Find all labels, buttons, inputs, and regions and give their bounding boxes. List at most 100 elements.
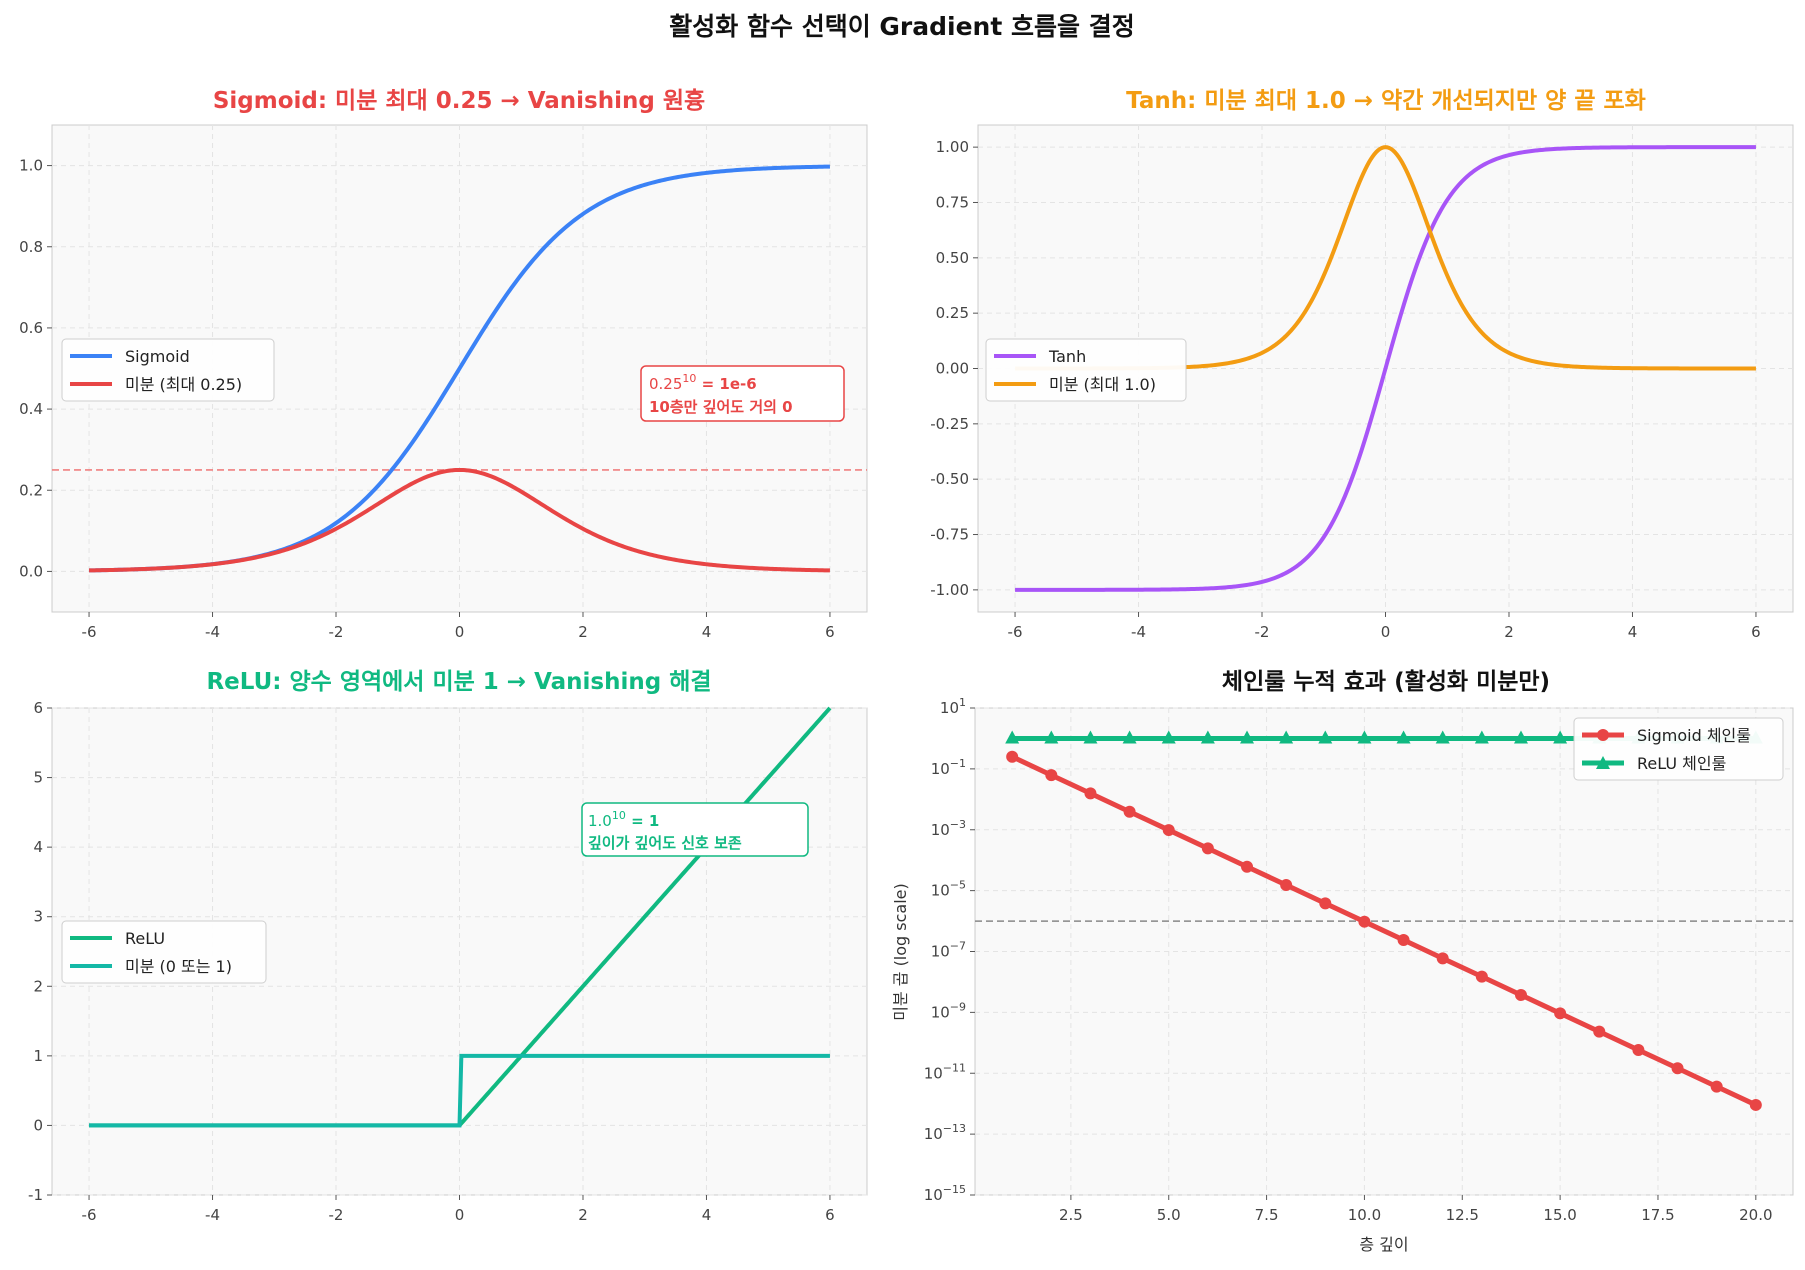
sigmoid-derivative-legend-label: 미분 (최대 0.25) xyxy=(125,375,242,394)
relu-derivative-series-line xyxy=(89,1053,830,1128)
chain-panel: 체인룰 누적 효과 (활성화 미분만) 2.5 5.0 7.5 10.0 12.5 15.… xyxy=(891,669,1794,1254)
tanh-y-tick-label: 1.00 xyxy=(936,138,969,156)
chain-sigmoid-point xyxy=(1710,1080,1723,1093)
chain-sigmoid-legend-marker xyxy=(1597,729,1609,741)
chain-sigmoid-point xyxy=(1162,824,1175,837)
chain-sigmoid-point xyxy=(1280,879,1293,892)
relu-y-tick-label: 0 xyxy=(33,1116,43,1134)
chain-y-tick-base: 10 xyxy=(931,882,950,900)
tanh-y-tick-label: -0.25 xyxy=(930,415,969,433)
chain-y-tick-label: 10−13 xyxy=(924,1122,966,1143)
relu-ticks: -6 -4 -2 0 2 4 6 -1 0 1 2 3 4 5 6 xyxy=(28,699,835,1224)
chain-y-tick-base: 10 xyxy=(924,1186,943,1204)
chain-y-tick-base: 10 xyxy=(931,1003,950,1021)
tanh-y-tick-label: 0.50 xyxy=(936,249,969,267)
chain-x-tick-label: 20.0 xyxy=(1739,1206,1772,1224)
chain-y-tick-label: 10−1 xyxy=(931,757,966,778)
chain-relu-point xyxy=(1200,730,1215,744)
chain-y-tick-label: 10−15 xyxy=(924,1183,966,1204)
chain-relu-point xyxy=(1435,730,1450,744)
relu-y-tick-label: 1 xyxy=(33,1047,43,1065)
relu-annotation-line2: 깊이가 깊어도 신호 보존 xyxy=(588,834,742,852)
chain-relu-point xyxy=(1553,730,1568,744)
chain-sigmoid-point xyxy=(1045,769,1058,782)
chain-relu-point xyxy=(1161,730,1176,744)
relu-annotation-line1: 1.010 = 1 xyxy=(588,809,659,830)
relu-x-tick-label: -4 xyxy=(205,1206,220,1224)
sigmoid-legend-label: Sigmoid xyxy=(125,347,190,366)
chain-sigmoid-point xyxy=(1749,1098,1762,1111)
tanh-y-tick-label: -0.75 xyxy=(930,526,969,544)
chain-y-tick-base: 10 xyxy=(931,943,950,961)
relu-legend: ReLU 미분 (0 또는 1) xyxy=(61,920,267,984)
relu-y-tick-label: 2 xyxy=(33,977,43,995)
chain-y-tick-exponent: −1 xyxy=(950,757,966,770)
tanh-y-tick-label: 0.00 xyxy=(936,360,969,378)
tanh-y-tick-label: 0.25 xyxy=(936,304,969,322)
chain-y-axis-label: 미분 곱 (log scale) xyxy=(891,883,910,1021)
chain-x-tick-label: 7.5 xyxy=(1255,1206,1279,1224)
chain-relu-legend-marker xyxy=(1596,756,1610,769)
relu-x-tick-label: -6 xyxy=(82,1206,97,1224)
tanh-x-tick-label: -4 xyxy=(1131,623,1146,641)
chain-sigmoid-point xyxy=(1671,1062,1684,1075)
tanh-x-tick-label: 6 xyxy=(1751,623,1761,641)
chain-sigmoid-legend-label: Sigmoid 체인룰 xyxy=(1637,726,1751,745)
chain-y-tick-base: 10 xyxy=(931,821,950,839)
relu-x-tick-label: 0 xyxy=(455,1206,465,1224)
chain-sigmoid-point xyxy=(1514,988,1527,1001)
sigmoid-x-tick-label: -4 xyxy=(205,623,220,641)
tanh-legend: Tanh 미분 (최대 1.0) xyxy=(985,338,1187,402)
chain-relu-point xyxy=(1044,730,1059,744)
tanh-ticks: -6 -4 -2 0 2 4 6 -1.00 -0.75 -0.50 -0.25 0.00 0.25 0.… xyxy=(930,138,1761,641)
chain-relu-point xyxy=(1005,730,1020,744)
chain-sigmoid-point xyxy=(1319,897,1332,910)
relu-y-tick-label: 4 xyxy=(33,838,43,856)
chain-sigmoid-point xyxy=(1436,952,1449,965)
figure-suptitle: 활성화 함수 선택이 Gradient 흐름을 결정 xyxy=(669,12,1134,41)
relu-panel-title: ReLU: 양수 영역에서 미분 1 → Vanishing 해결 xyxy=(206,669,711,695)
chain-relu-point xyxy=(1513,730,1528,744)
chain-relu-point xyxy=(1279,730,1294,744)
chain-y-tick-exponent: −9 xyxy=(950,1000,966,1013)
chain-x-tick-label: 15.0 xyxy=(1543,1206,1576,1224)
chain-sigmoid-point xyxy=(1084,787,1097,800)
chain-y-tick-base: 10 xyxy=(924,1125,943,1143)
chain-y-tick-exponent: −13 xyxy=(943,1122,966,1135)
sigmoid-ticks: -6 -4 -2 0 2 4 6 0.0 0.2 0.4 0.6 0.8 1.0 xyxy=(19,157,835,641)
chain-legend-box xyxy=(1573,717,1784,781)
chain-relu-point xyxy=(1083,730,1098,744)
chain-sigmoid-point xyxy=(1475,970,1488,983)
relu-annotation-base: 1.0 xyxy=(588,812,612,830)
relu-legend-label: ReLU xyxy=(125,929,165,948)
chain-x-tick-label: 12.5 xyxy=(1446,1206,1479,1224)
chain-x-tick-label: 2.5 xyxy=(1059,1206,1083,1224)
sigmoid-annotation-line1: 0.2510 = 1e-6 xyxy=(649,372,757,393)
relu-legend-box xyxy=(61,920,267,984)
chain-y-tick-exponent: −15 xyxy=(943,1183,966,1196)
chain-x-axis-label: 층 깊이 xyxy=(1359,1235,1408,1254)
relu-panel: ReLU: 양수 영역에서 미분 1 → Vanishing 해결 -6 -4 -2… xyxy=(28,669,868,1224)
tanh-panel-title: Tanh: 미분 최대 1.0 → 약간 개선되지만 양 끝 포화 xyxy=(1126,88,1646,114)
sigmoid-y-tick-label: 0.4 xyxy=(19,400,43,418)
chain-sigmoid-point xyxy=(1201,842,1214,855)
sigmoid-annotation-exponent: 10 xyxy=(682,372,696,385)
tanh-x-tick-label: 2 xyxy=(1504,623,1514,641)
tanh-series-line xyxy=(1015,145,1756,592)
sigmoid-x-tick-label: 0 xyxy=(455,623,465,641)
relu-annotation-box xyxy=(581,802,809,857)
sigmoid-panel: Sigmoid: 미분 최대 0.25 → Vanishing 원흉 -6 -4-… xyxy=(19,88,868,641)
relu-y-tick-label: 5 xyxy=(33,769,43,787)
chain-y-tick-exponent: −5 xyxy=(950,879,966,892)
sigmoid-x-tick-label: 2 xyxy=(578,623,588,641)
tanh-y-tick-label: 0.75 xyxy=(936,193,969,211)
chain-y-tick-label: 10−7 xyxy=(931,940,966,961)
chain-x-tick-label: 10.0 xyxy=(1348,1206,1381,1224)
relu-derivative-legend-label: 미분 (0 또는 1) xyxy=(125,957,232,976)
chain-relu-point xyxy=(1122,730,1137,744)
sigmoid-annotation-base: 0.25 xyxy=(649,375,682,393)
sigmoid-derivative-series-line xyxy=(89,467,830,573)
chain-x-tick-label: 5.0 xyxy=(1157,1206,1181,1224)
chain-legend: Sigmoid 체인룰 ReLU 체인룰 xyxy=(1573,717,1784,781)
